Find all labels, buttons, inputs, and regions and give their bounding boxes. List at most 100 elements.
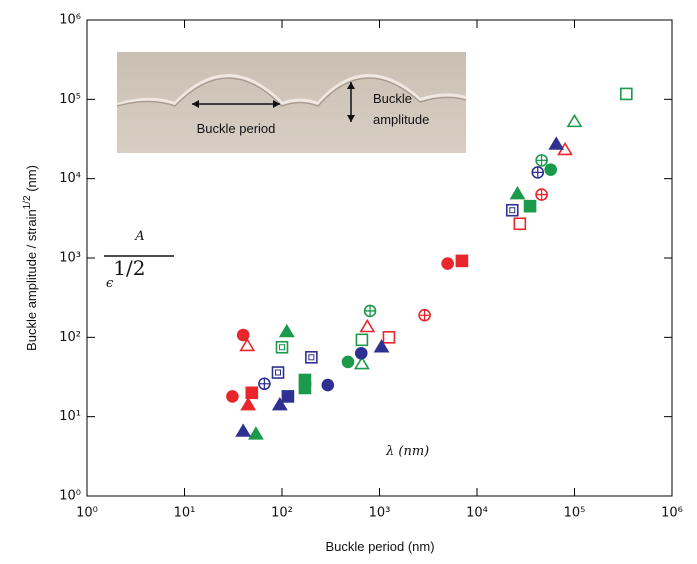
marker-square — [523, 199, 537, 213]
marker-triangle — [239, 337, 256, 352]
point — [240, 397, 257, 411]
marker-cross — [419, 309, 431, 321]
formula-denominator: ϵ1/2 — [106, 256, 145, 291]
point — [359, 318, 376, 333]
point — [321, 378, 335, 392]
point — [418, 308, 431, 322]
point — [566, 113, 583, 128]
marker-circle — [544, 163, 557, 176]
marker-inner — [509, 207, 516, 214]
marker-circle — [441, 257, 454, 270]
marker-square — [305, 351, 318, 364]
formula-exponent: 1/2 — [113, 256, 145, 280]
marker-triangle — [248, 426, 264, 440]
y-tick-label: 10⁴ — [59, 171, 81, 186]
x-axis-label: Buckle period (nm) — [325, 539, 434, 554]
marker-circle — [236, 328, 250, 342]
point — [341, 355, 355, 369]
marker-square — [513, 217, 527, 231]
marker-triangle — [359, 318, 376, 333]
marker-triangle — [509, 185, 526, 200]
point — [248, 426, 264, 440]
marker-square — [281, 390, 295, 403]
point — [278, 323, 295, 338]
point — [354, 356, 370, 370]
y-label-suffix: (nm) — [24, 165, 39, 195]
marker-square — [382, 331, 396, 344]
point — [226, 390, 239, 403]
marker-triangle — [566, 113, 583, 128]
marker-square — [271, 366, 285, 379]
x-tick-label: 10¹ — [174, 506, 196, 521]
point — [258, 377, 271, 391]
point — [509, 185, 526, 200]
x-tick-label: 10⁶ — [661, 506, 683, 521]
marker-inner — [275, 369, 282, 376]
marker-triangle — [354, 356, 370, 370]
y-tick-label: 10² — [59, 330, 81, 345]
point — [305, 351, 318, 364]
inset-wave-shade — [116, 77, 467, 107]
point — [455, 254, 469, 268]
point — [523, 199, 537, 213]
marker-cross — [258, 378, 270, 390]
point — [281, 390, 295, 403]
marker-square — [455, 254, 469, 268]
point — [513, 217, 527, 231]
marker-cross — [536, 154, 548, 166]
x-tick-label: 10⁰ — [76, 506, 98, 521]
point — [382, 331, 396, 344]
marker-cross — [532, 166, 544, 178]
marker-inner — [279, 344, 285, 351]
point — [363, 304, 377, 318]
point — [535, 154, 548, 167]
lambda-annotation: λ (nm) — [385, 444, 429, 459]
y-tick-label: 10⁵ — [59, 92, 81, 107]
point — [373, 339, 390, 353]
point — [531, 166, 545, 179]
marks — [226, 87, 633, 440]
x-tick-label: 10⁵ — [564, 506, 586, 521]
marker-square — [355, 333, 369, 347]
marker-circle — [354, 346, 368, 360]
marker-circle — [341, 355, 355, 369]
marker-cross — [536, 189, 548, 201]
inset-label: Buckle — [373, 91, 412, 106]
x-tick-label: 10³ — [369, 506, 391, 521]
marker-square — [298, 381, 312, 395]
marker-triangle — [271, 397, 288, 411]
inset-label: amplitude — [373, 112, 429, 127]
y-label-text: Buckle amplitude / strain — [24, 209, 39, 351]
marker-triangle — [240, 397, 257, 411]
inset: Buckle period Buckle amplitude — [116, 52, 467, 153]
marker-cross — [364, 305, 376, 317]
point — [245, 386, 259, 400]
x-tick-label: 10⁴ — [466, 506, 488, 521]
point — [544, 163, 557, 176]
marker-square — [245, 386, 259, 400]
point — [354, 346, 368, 360]
marker-triangle — [548, 136, 565, 150]
y-tick-label: 10¹ — [59, 409, 81, 424]
y-label-sup: 1/2 — [22, 195, 33, 209]
point — [236, 328, 250, 342]
x-tick-label: 10² — [271, 506, 293, 521]
point — [235, 423, 252, 437]
marker-square — [275, 340, 289, 354]
formula-numerator: A — [134, 229, 144, 244]
marker-square — [620, 87, 633, 101]
point — [271, 366, 285, 379]
point — [535, 188, 548, 201]
marker-square — [505, 203, 519, 217]
y-axis-label: Buckle amplitude / strain1/2 (nm) — [22, 165, 39, 351]
point — [505, 203, 519, 217]
formula-epsilon: ϵ — [106, 276, 114, 291]
point — [271, 397, 288, 411]
point — [620, 87, 633, 101]
point — [441, 257, 454, 270]
inset-label: Buckle period — [197, 121, 276, 136]
marker-circle — [226, 390, 239, 403]
marker-inner — [308, 354, 315, 361]
